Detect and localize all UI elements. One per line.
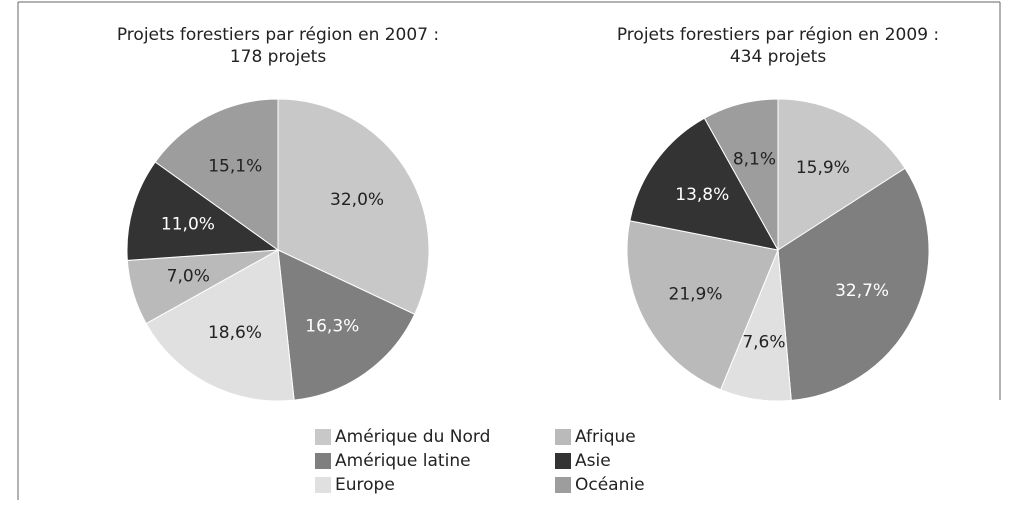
- legend-swatch: [315, 453, 331, 469]
- slice-label: 21,9%: [669, 284, 723, 304]
- chart-title: Projets forestiers par région en 2009 :: [617, 25, 939, 45]
- pie-slice: [126, 161, 280, 261]
- legend-swatch: [315, 477, 331, 493]
- chart-subtitle: 178 projets: [230, 47, 327, 67]
- slice-label: 13,8%: [675, 185, 729, 205]
- pie-slice: [277, 249, 416, 401]
- pie-slice: [277, 98, 430, 315]
- slice-label: 32,7%: [835, 281, 889, 301]
- legend-swatch: [315, 429, 331, 445]
- pie-slice: [777, 167, 930, 401]
- slice-label: 8,1%: [733, 149, 776, 169]
- legend-label: Asie: [575, 451, 611, 471]
- legend-swatch: [555, 477, 571, 493]
- slice-label: 15,1%: [208, 157, 262, 177]
- slice-label: 18,6%: [208, 323, 262, 343]
- chart-subtitle: 434 projets: [730, 47, 827, 67]
- pie-slice: [703, 98, 779, 252]
- pie-slice: [154, 98, 279, 251]
- slice-label: 7,0%: [167, 267, 210, 287]
- slice-label: 15,9%: [796, 158, 850, 178]
- legend-label: Océanie: [575, 475, 645, 495]
- slice-label: 7,6%: [742, 333, 785, 353]
- legend-label: Afrique: [575, 427, 636, 447]
- legend-swatch: [555, 429, 571, 445]
- pie-slice: [145, 249, 295, 402]
- pie-slice: [629, 117, 779, 251]
- legend-swatch: [555, 453, 571, 469]
- legend-label: Amérique latine: [335, 451, 471, 471]
- chart-title: Projets forestiers par région en 2007 :: [117, 25, 439, 45]
- pie-slice: [777, 98, 906, 251]
- slice-label: 32,0%: [330, 190, 384, 210]
- legend-label: Europe: [335, 475, 395, 495]
- legend-label: Amérique du Nord: [335, 427, 490, 447]
- slice-label: 11,0%: [161, 214, 215, 234]
- pie-slice: [626, 220, 779, 391]
- slice-label: 16,3%: [305, 316, 359, 336]
